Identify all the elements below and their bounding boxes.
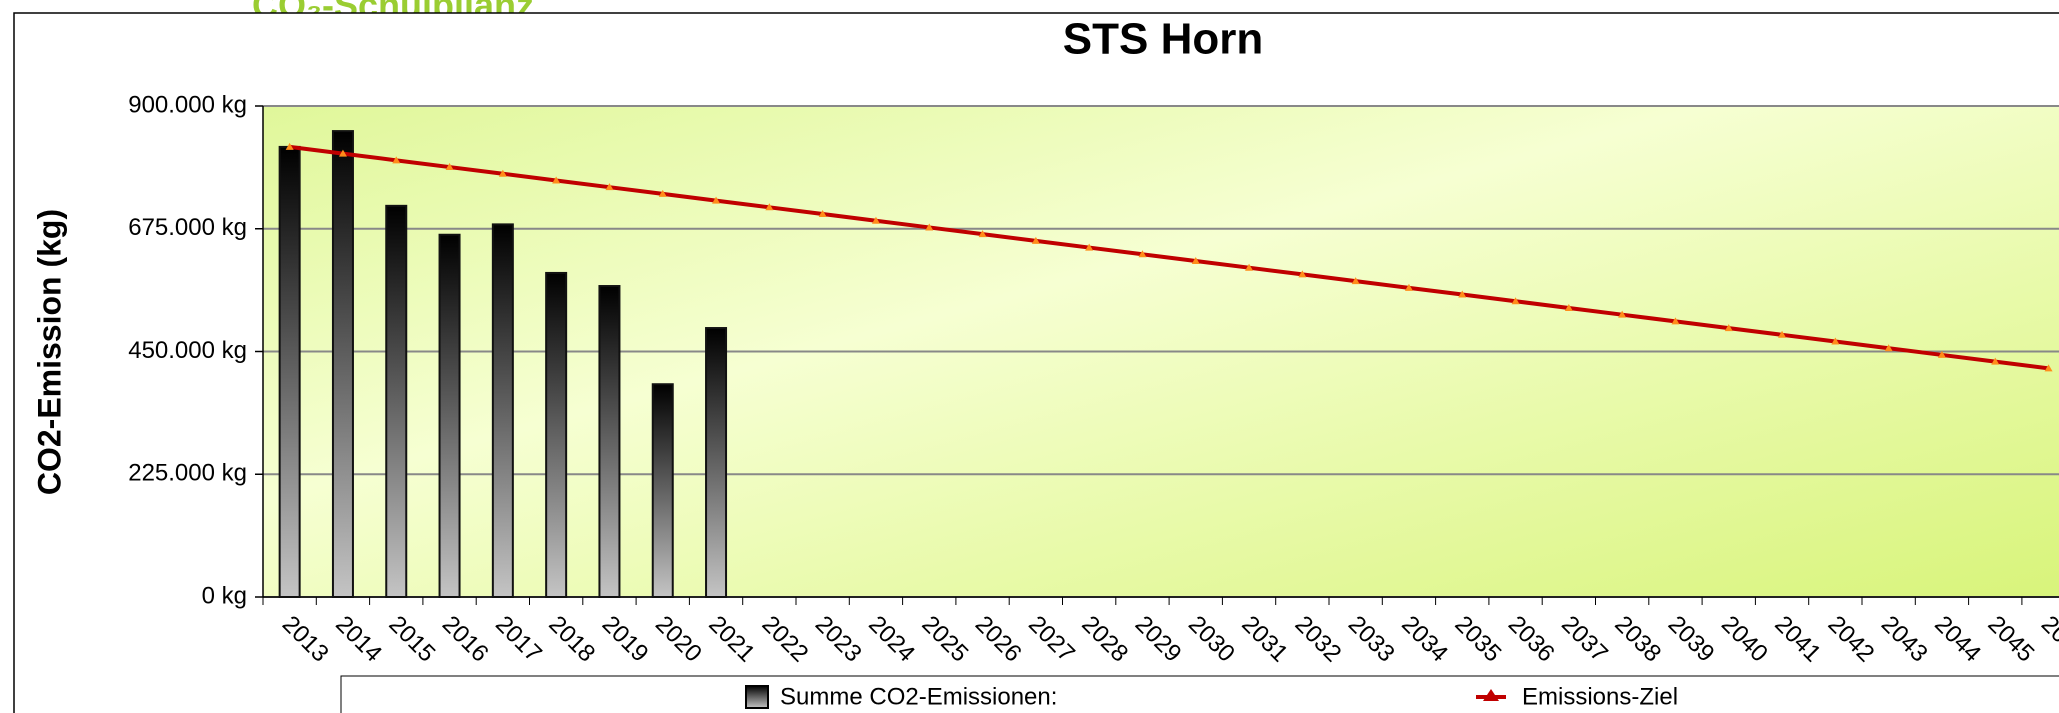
line-marker xyxy=(1831,337,1840,345)
line-marker xyxy=(1511,297,1520,305)
legend-label: Emissions-Ziel xyxy=(1522,683,1678,710)
y-tick-label: 450.000 kg xyxy=(128,337,247,364)
bar xyxy=(278,145,301,599)
line-marker xyxy=(1298,270,1307,278)
line-marker xyxy=(1618,310,1627,318)
line-marker xyxy=(498,169,507,177)
legend-swatch xyxy=(745,685,769,709)
line-marker xyxy=(445,163,454,171)
line-marker xyxy=(1191,256,1200,264)
legend-label: Summe CO2-Emissionen: xyxy=(780,683,1057,710)
line-marker xyxy=(712,196,721,204)
line-marker xyxy=(1937,350,1946,358)
line-marker xyxy=(1724,324,1733,332)
y-axis-label: CO2-Emission (kg) xyxy=(31,209,67,495)
bar xyxy=(331,130,354,598)
bar xyxy=(438,233,461,599)
line-marker xyxy=(605,183,614,191)
line-marker xyxy=(1991,357,2000,365)
y-tick-label: 675.000 kg xyxy=(128,214,247,241)
line-marker xyxy=(1884,344,1893,352)
line-marker xyxy=(978,230,987,238)
line-marker xyxy=(765,203,774,211)
y-tick-label: 900.000 kg xyxy=(128,91,247,118)
y-tick-label: 0 kg xyxy=(202,582,247,609)
line-marker xyxy=(1778,330,1787,338)
legend-marker xyxy=(1483,689,1499,701)
bar xyxy=(491,223,514,598)
line-marker xyxy=(1031,236,1040,244)
line-marker xyxy=(338,149,347,157)
bar xyxy=(598,285,621,598)
line-marker xyxy=(392,156,401,164)
line-marker xyxy=(658,189,667,197)
line-marker xyxy=(818,210,827,218)
line-marker xyxy=(1404,283,1413,291)
line-marker xyxy=(1138,250,1147,258)
line-marker xyxy=(1351,277,1360,285)
line-marker xyxy=(1085,243,1094,251)
y-tick-label: 225.000 kg xyxy=(128,460,247,487)
line xyxy=(289,144,2049,371)
bar xyxy=(705,327,728,598)
line-marker xyxy=(2044,364,2053,372)
chart-title: STS Horn xyxy=(1063,15,1263,64)
bar xyxy=(651,383,674,598)
line-marker xyxy=(925,223,934,231)
line-marker xyxy=(1564,303,1573,311)
bar xyxy=(385,204,408,598)
line-marker xyxy=(285,142,294,150)
line-marker xyxy=(871,216,880,224)
line-marker xyxy=(1671,317,1680,325)
bar xyxy=(545,271,568,598)
legend-box xyxy=(340,675,2059,713)
line-marker xyxy=(1458,290,1467,298)
line-marker xyxy=(552,176,561,184)
line-marker xyxy=(1245,263,1254,271)
